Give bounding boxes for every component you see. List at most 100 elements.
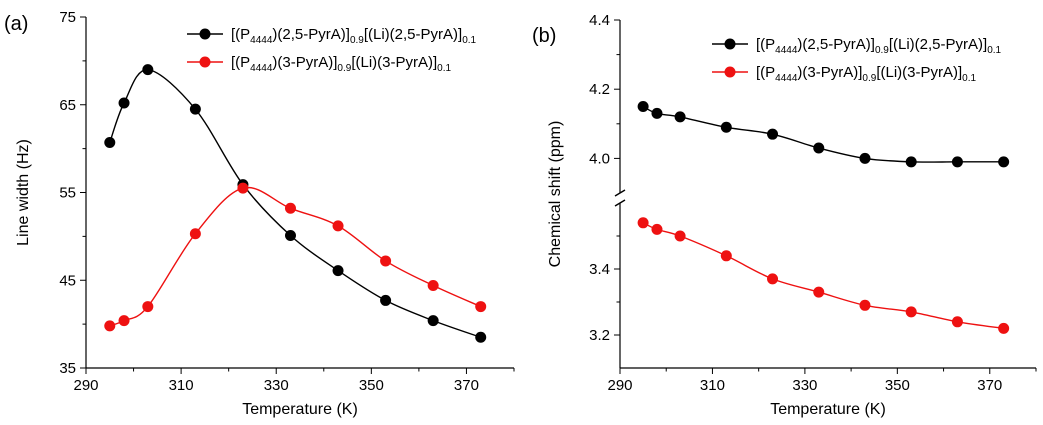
data-point xyxy=(142,64,154,76)
data-point xyxy=(475,331,487,343)
data-point xyxy=(475,301,487,313)
y-tick-label: 55 xyxy=(59,185,76,202)
x-tick-label: 370 xyxy=(454,377,479,394)
data-point xyxy=(767,273,779,285)
data-point xyxy=(813,286,825,298)
data-point xyxy=(427,315,439,327)
panel-label: (b) xyxy=(532,25,556,47)
legend-marker xyxy=(199,28,211,40)
legend-text: [(Li)(3-PyrA)] xyxy=(876,64,962,81)
legend-subscript: 0.1 xyxy=(437,63,451,74)
axis-break-mark xyxy=(614,199,626,207)
data-point xyxy=(905,306,917,318)
legend-label: [(P4444)(2,5-PyrA)]0.9[(Li)(2,5-PyrA)]0.… xyxy=(756,36,1002,56)
data-point xyxy=(332,265,344,277)
legend-label: [(P4444)(3-PyrA)]0.9[(Li)(3-PyrA)]0.1 xyxy=(231,54,452,74)
legend-text: )(3-PyrA)] xyxy=(272,54,337,71)
legend-text: [(P xyxy=(231,54,250,71)
data-point xyxy=(674,230,686,242)
legend-subscript: 0.9 xyxy=(875,45,889,56)
series-line xyxy=(109,68,481,338)
legend-text: [(P xyxy=(756,36,775,53)
legend-subscript: 0.1 xyxy=(987,45,1001,56)
legend-text: )(2,5-PyrA)] xyxy=(272,26,350,43)
legend-entry: [(P4444)(2,5-PyrA)]0.9[(Li)(2,5-PyrA)]0.… xyxy=(187,26,477,46)
data-point xyxy=(284,229,296,241)
x-tick-label: 350 xyxy=(885,377,910,394)
data-point xyxy=(859,299,871,311)
legend-text: [(Li)(2,5-PyrA)] xyxy=(364,26,462,43)
legend-subscript: 0.9 xyxy=(350,35,364,46)
data-point xyxy=(142,301,154,313)
data-point xyxy=(651,107,663,119)
data-point xyxy=(380,294,392,306)
data-point xyxy=(674,111,686,123)
legend-subscript: 4444 xyxy=(250,63,273,74)
legend-subscript: 0.1 xyxy=(962,73,976,84)
data-point xyxy=(951,316,963,328)
y-axis-title: Chemical shift (ppm) xyxy=(547,121,564,268)
y-tick-label: 4.0 xyxy=(589,150,610,167)
legend-subscript: 0.9 xyxy=(337,63,351,74)
x-tick-label: 290 xyxy=(73,377,98,394)
legend-subscript: 4444 xyxy=(775,45,798,56)
data-point xyxy=(284,202,296,214)
y-tick-label: 75 xyxy=(59,9,76,26)
legend-text: )(2,5-PyrA)] xyxy=(797,36,875,53)
y-tick-label: 3.4 xyxy=(589,261,610,278)
panel-a-line-width-chart: 290 310 330 350 370 35 45 55 65 75 Temperature (K)… xyxy=(4,9,515,418)
series-line xyxy=(109,186,481,327)
y-tick-label: 45 xyxy=(59,272,76,289)
series-black xyxy=(104,64,487,343)
data-point xyxy=(720,250,732,262)
x-tick-label: 370 xyxy=(977,377,1002,394)
data-point xyxy=(813,142,825,154)
axis-break-mark xyxy=(614,189,626,197)
legend-subscript: 0.1 xyxy=(462,35,476,46)
data-point xyxy=(237,182,249,194)
x-tick-label: 290 xyxy=(607,377,632,394)
series-line xyxy=(642,105,1004,163)
data-point xyxy=(767,128,779,140)
x-tick-label: 310 xyxy=(169,377,194,394)
data-point xyxy=(104,136,116,148)
x-tick-label: 330 xyxy=(264,377,289,394)
legend-text: [(P xyxy=(231,26,250,43)
y-tick-label: 4.4 xyxy=(589,12,610,29)
panel-label: (a) xyxy=(4,13,28,35)
data-point xyxy=(427,280,439,292)
data-point xyxy=(332,220,344,232)
legend-marker xyxy=(724,66,736,78)
legend-subscript: 4444 xyxy=(775,73,798,84)
data-point xyxy=(380,255,392,267)
panel-b-chemical-shift-chart: 290 310 330 350 370 4.0 4.2 4.4 3.2 3.4 Temperatur… xyxy=(532,12,1037,418)
series-line xyxy=(642,222,1004,330)
data-point xyxy=(118,97,130,109)
y-tick-label: 4.2 xyxy=(589,81,610,98)
data-point xyxy=(859,152,871,164)
data-point xyxy=(951,156,963,168)
legend-subscript: 4444 xyxy=(250,35,273,46)
series-red xyxy=(104,182,487,332)
series-black xyxy=(637,101,1010,168)
x-tick-label: 350 xyxy=(359,377,384,394)
data-point xyxy=(104,320,116,332)
legend-text: [(Li)(3-PyrA)] xyxy=(351,54,437,71)
data-point xyxy=(189,228,201,240)
legend-entry: [(P4444)(3-PyrA)]0.9[(Li)(3-PyrA)]0.1 xyxy=(187,54,452,74)
x-tick-label: 330 xyxy=(792,377,817,394)
data-point xyxy=(651,223,663,235)
legend-subscript: 0.9 xyxy=(862,73,876,84)
legend-marker xyxy=(199,56,211,68)
x-tick-label: 310 xyxy=(700,377,725,394)
legend-text: [(Li)(2,5-PyrA)] xyxy=(889,36,987,53)
data-point xyxy=(905,156,917,168)
x-axis-title: Temperature (K) xyxy=(242,401,358,418)
data-point xyxy=(998,322,1010,334)
data-point xyxy=(998,156,1010,168)
data-point xyxy=(637,217,649,229)
y-tick-label: 35 xyxy=(59,360,76,377)
legend-label: [(P4444)(3-PyrA)]0.9[(Li)(3-PyrA)]0.1 xyxy=(756,64,977,84)
series-red xyxy=(637,217,1010,334)
